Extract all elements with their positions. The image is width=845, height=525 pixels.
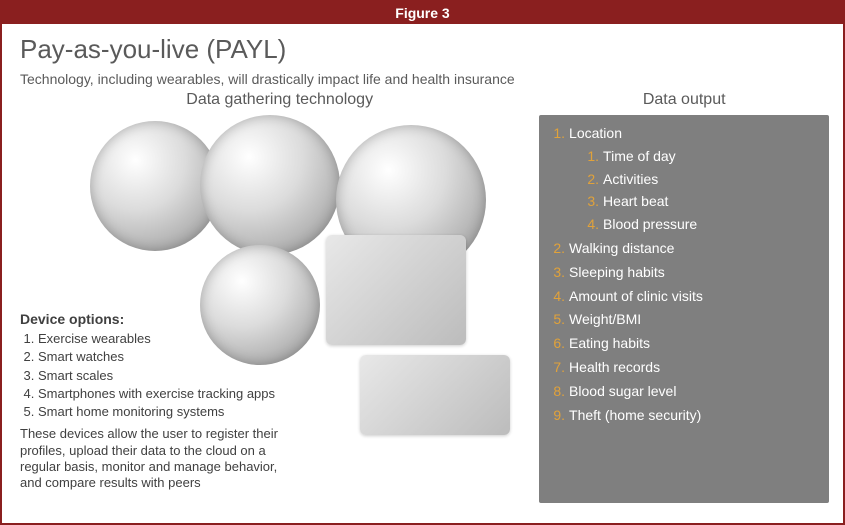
output-subitem: 4.Blood pressure xyxy=(587,216,817,233)
output-item-number: 6. xyxy=(553,335,565,351)
output-item: 3.Sleeping habits xyxy=(553,264,817,281)
output-subitem-label: Heart beat xyxy=(603,193,668,209)
left-heading: Data gathering technology xyxy=(20,91,539,109)
output-item-number: 9. xyxy=(553,407,565,423)
output-subitem-number: 3. xyxy=(587,193,599,209)
output-subitem-number: 4. xyxy=(587,216,599,232)
output-item-label: Weight/BMI xyxy=(569,311,641,327)
device-option-item: Smart home monitoring systems xyxy=(38,404,280,420)
device-options-title: Device options: xyxy=(20,311,280,327)
output-item-label: Eating habits xyxy=(569,335,650,351)
output-item-label: Theft (home security) xyxy=(569,407,701,423)
output-item: 7.Health records xyxy=(553,359,817,376)
output-item-label: Amount of clinic visits xyxy=(569,288,703,304)
data-output-panel: 1.Location1.Time of day2.Activities3.Hea… xyxy=(539,115,829,503)
output-item-number: 7. xyxy=(553,359,565,375)
output-subitem-number: 2. xyxy=(587,171,599,187)
figure-container: Figure 3 Pay-as-you-live (PAYL) Technolo… xyxy=(0,0,845,525)
smartwatch-grid-graphic xyxy=(200,115,340,255)
device-options-block: Device options: Exercise wearables Smart … xyxy=(20,311,280,491)
output-subitem-number: 1. xyxy=(587,148,599,164)
output-item: 8.Blood sugar level xyxy=(553,383,817,400)
device-option-item: Exercise wearables xyxy=(38,331,280,347)
right-heading: Data output xyxy=(539,91,829,109)
device-option-item: Smart scales xyxy=(38,368,280,384)
output-sublist: 1.Time of day2.Activities3.Heart beat4.B… xyxy=(587,148,817,233)
output-item-number: 3. xyxy=(553,264,565,280)
output-item: 4.Amount of clinic visits xyxy=(553,288,817,305)
output-item-number: 4. xyxy=(553,288,565,304)
output-subitem: 1.Time of day xyxy=(587,148,817,165)
output-item-number: 1. xyxy=(553,125,565,141)
left-column: Data gathering technology Device options… xyxy=(20,91,539,511)
output-item: 5.Weight/BMI xyxy=(553,311,817,328)
output-item-label: Sleeping habits xyxy=(569,264,665,280)
subtitle: Technology, including wearables, will dr… xyxy=(20,71,829,87)
output-subitem-label: Blood pressure xyxy=(603,216,697,232)
device-option-item: Smart watches xyxy=(38,349,280,365)
figure-label: Figure 3 xyxy=(2,2,843,24)
output-subitem-label: Activities xyxy=(603,171,658,187)
right-column: Data output 1.Location1.Time of day2.Act… xyxy=(539,91,829,511)
data-output-list: 1.Location1.Time of day2.Activities3.Hea… xyxy=(553,125,817,423)
output-item-number: 5. xyxy=(553,311,565,327)
device-options-list: Exercise wearables Smart watches Smart sca… xyxy=(38,331,280,420)
output-subitem: 3.Heart beat xyxy=(587,193,817,210)
output-item: 1.Location1.Time of day2.Activities3.Hea… xyxy=(553,125,817,233)
smartphone-graphic xyxy=(360,355,510,435)
output-item: 6.Eating habits xyxy=(553,335,817,352)
smart-scale-graphic xyxy=(326,235,466,345)
output-item-label: Blood sugar level xyxy=(569,383,676,399)
output-item-label: Location xyxy=(569,125,622,141)
output-item: 9.Theft (home security) xyxy=(553,407,817,424)
figure-body: Pay-as-you-live (PAYL) Technology, inclu… xyxy=(2,24,843,523)
output-item: 2.Walking distance xyxy=(553,240,817,257)
device-options-description: These devices allow the user to register… xyxy=(20,426,280,491)
output-item-label: Health records xyxy=(569,359,660,375)
output-subitem-label: Time of day xyxy=(603,148,676,164)
device-option-item: Smartphones with exercise tracking apps xyxy=(38,386,280,402)
output-item-label: Walking distance xyxy=(569,240,674,256)
two-column-layout: Data gathering technology Device options… xyxy=(20,91,829,511)
output-item-number: 8. xyxy=(553,383,565,399)
main-title: Pay-as-you-live (PAYL) xyxy=(20,34,829,65)
output-subitem: 2.Activities xyxy=(587,171,817,188)
output-item-number: 2. xyxy=(553,240,565,256)
